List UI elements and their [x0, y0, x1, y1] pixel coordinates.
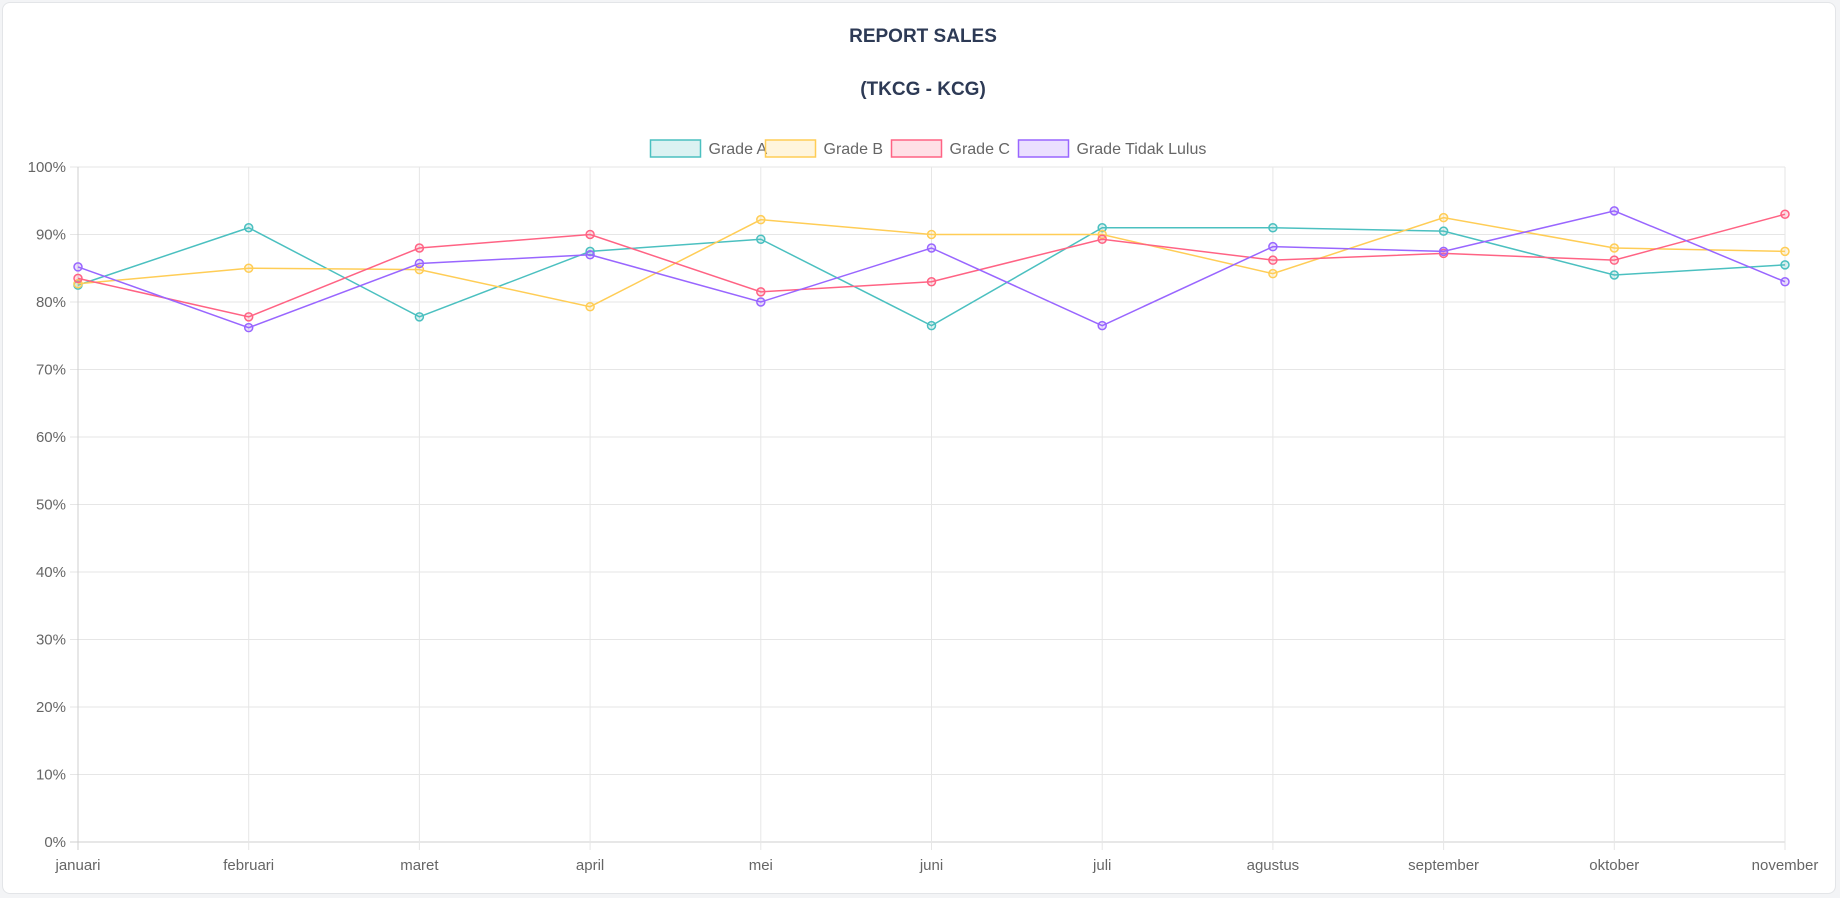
data-point[interactable] [926, 320, 937, 331]
y-tick-label: 100% [28, 159, 66, 176]
series-line [77, 210, 1786, 329]
data-point[interactable] [1097, 234, 1107, 244]
x-tick-label: februari [223, 857, 274, 874]
data-point[interactable] [243, 263, 254, 273]
data-point[interactable] [1268, 241, 1278, 252]
data-point[interactable] [1438, 226, 1449, 236]
data-point[interactable] [414, 243, 425, 253]
chart-subtitle: (TKCG - KCG) [860, 79, 986, 100]
data-point[interactable] [243, 322, 254, 333]
data-point[interactable] [73, 262, 83, 272]
line-chart: REPORT SALES (TKCG - KCG) Grade A Grade B… [28, 26, 1819, 874]
y-axis: 0% 10% 20% 30% 40% 50% 60% 70% 80% 90% 100% [28, 159, 66, 851]
data-point[interactable] [1097, 320, 1107, 331]
y-tick-label: 50% [36, 497, 66, 514]
legend-swatch [890, 139, 943, 158]
data-point[interactable] [73, 273, 83, 284]
series-line [77, 216, 1786, 308]
y-tick-label: 90% [36, 227, 66, 244]
data-point[interactable] [1268, 223, 1278, 233]
data-point[interactable] [414, 258, 425, 269]
legend-swatch [649, 139, 702, 158]
legend-item-2[interactable]: Grade B [764, 139, 884, 158]
legend-item-1[interactable]: Grade A [649, 139, 768, 158]
legend-label: Grade B [824, 141, 884, 158]
data-point[interactable] [1438, 246, 1449, 257]
x-tick-label: januari [54, 857, 100, 874]
x-axis: januari februari maret april mei juni juli agus… [54, 857, 1818, 874]
x-tick-label: november [1752, 857, 1819, 874]
chart-legend[interactable]: Grade A Grade B Grade C Grade Tidak Lulus [649, 139, 1207, 158]
x-tick-label: oktober [1589, 857, 1639, 874]
legend-label: Grade Tidak Lulus [1077, 141, 1207, 158]
y-tick-label: 10% [36, 767, 66, 784]
y-tick-label: 40% [36, 564, 66, 581]
x-tick-label: mei [749, 857, 773, 874]
y-tick-label: 30% [36, 632, 66, 649]
data-point[interactable] [1609, 206, 1620, 216]
data-point[interactable] [1438, 212, 1449, 223]
legend-label: Grade A [709, 141, 768, 158]
x-tick-label: juli [1092, 857, 1111, 874]
data-point[interactable] [756, 214, 766, 225]
data-point[interactable] [756, 287, 766, 297]
data-point[interactable] [926, 277, 937, 287]
data-point[interactable] [756, 297, 766, 307]
legend-swatch [1017, 139, 1070, 158]
legend-item-4[interactable]: Grade Tidak Lulus [1017, 139, 1207, 158]
x-tick-label: maret [400, 857, 439, 874]
chart-title: REPORT SALES [849, 26, 997, 47]
series-4 [73, 206, 1790, 333]
y-tick-label: 20% [36, 699, 66, 716]
legend-item-3[interactable]: Grade C [890, 139, 1010, 158]
y-tick-label: 60% [36, 429, 66, 446]
data-point[interactable] [585, 301, 595, 312]
data-point[interactable] [1780, 209, 1790, 219]
data-point[interactable] [926, 229, 937, 240]
chart-series [73, 206, 1790, 333]
series-line [77, 226, 1786, 327]
x-tick-label: april [576, 857, 604, 874]
series-line [77, 213, 1786, 318]
data-point[interactable] [756, 234, 766, 244]
data-point[interactable] [1780, 260, 1790, 270]
x-tick-label: juni [919, 857, 943, 874]
data-point[interactable] [1097, 223, 1107, 233]
legend-label: Grade C [950, 141, 1010, 158]
y-tick-label: 80% [36, 294, 66, 311]
y-tick-label: 0% [44, 834, 66, 851]
data-point[interactable] [585, 250, 595, 260]
data-point[interactable] [1780, 246, 1790, 257]
data-point[interactable] [1609, 255, 1620, 265]
data-point[interactable] [414, 312, 425, 322]
legend-swatch [764, 139, 817, 158]
data-point[interactable] [243, 312, 254, 322]
data-point[interactable] [585, 229, 595, 240]
x-tick-label: agustus [1247, 857, 1300, 874]
data-point[interactable] [243, 223, 254, 233]
data-point[interactable] [1268, 255, 1278, 265]
data-point[interactable] [1268, 268, 1278, 279]
data-point[interactable] [1609, 243, 1620, 253]
series-2 [73, 212, 1790, 312]
data-point[interactable] [1609, 270, 1620, 280]
data-point[interactable] [926, 243, 937, 253]
series-3 [73, 209, 1790, 322]
data-point[interactable] [1780, 277, 1790, 287]
y-tick-label: 70% [36, 362, 66, 379]
x-tick-label: september [1408, 857, 1479, 874]
